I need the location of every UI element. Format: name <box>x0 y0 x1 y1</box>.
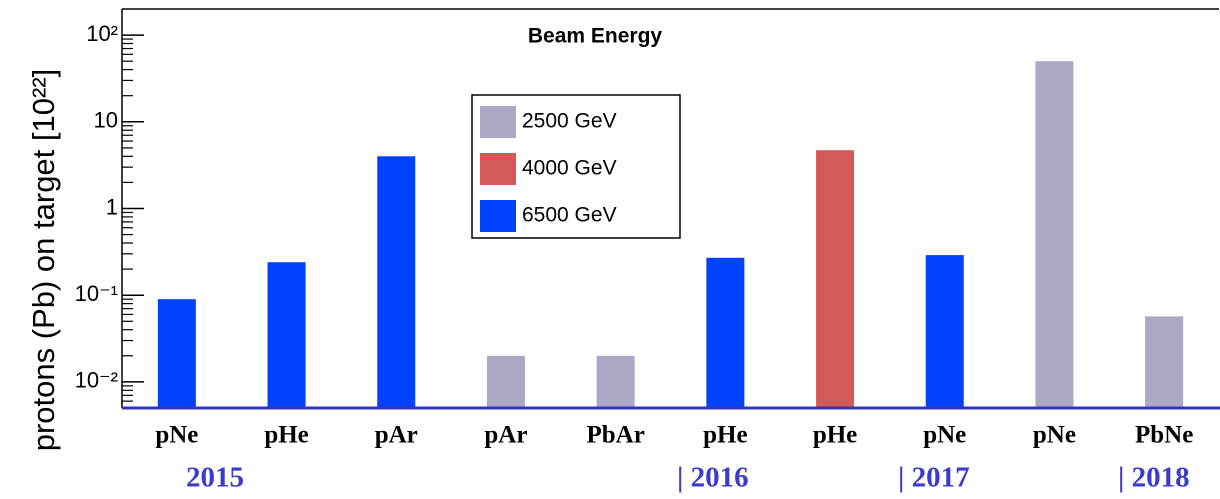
bar <box>706 257 745 408</box>
annotation: | 2017 <box>898 462 970 494</box>
y-tick-label: 10² <box>86 21 118 46</box>
bar <box>1035 61 1074 408</box>
x-tick-label: pNe <box>1033 422 1076 449</box>
legend-label: 4000 GeV <box>522 157 617 180</box>
y-tick-label: 10⁻¹ <box>75 281 118 306</box>
bar <box>1145 316 1184 408</box>
x-tick-label: pNe <box>923 422 966 449</box>
x-tick-label: PbAr <box>586 422 644 449</box>
annotation: | 2018 <box>1118 462 1190 494</box>
x-tick-label: pAr <box>375 422 418 449</box>
x-tick-label: PbNe <box>1135 422 1193 449</box>
legend-label: 2500 GeV <box>522 110 617 133</box>
annotation: | 2016 <box>677 462 749 494</box>
y-tick-label: 10 <box>94 108 118 133</box>
bar <box>486 355 525 408</box>
bar <box>377 156 416 408</box>
x-tick-label: pNe <box>155 422 198 449</box>
bar <box>596 355 635 408</box>
annotation: 2015 <box>186 462 244 494</box>
chart-title: Beam Energy <box>528 25 663 48</box>
y-axis-label: protons (Pb) on target [10²²] <box>26 69 61 452</box>
x-tick-label: pHe <box>813 422 857 449</box>
bar <box>816 150 855 408</box>
y-tick-label: 1 <box>106 194 118 219</box>
bar <box>267 262 306 408</box>
legend-swatch <box>480 200 516 232</box>
x-tick-label: pHe <box>703 422 747 449</box>
bar <box>925 255 964 408</box>
y-tick-label: 10⁻² <box>75 368 118 393</box>
legend-swatch <box>480 106 516 138</box>
legend-swatch <box>480 153 516 185</box>
legend-label: 6500 GeV <box>522 204 617 227</box>
x-tick-label: pAr <box>484 422 527 449</box>
bar <box>157 299 196 408</box>
x-tick-label: pHe <box>264 422 308 449</box>
